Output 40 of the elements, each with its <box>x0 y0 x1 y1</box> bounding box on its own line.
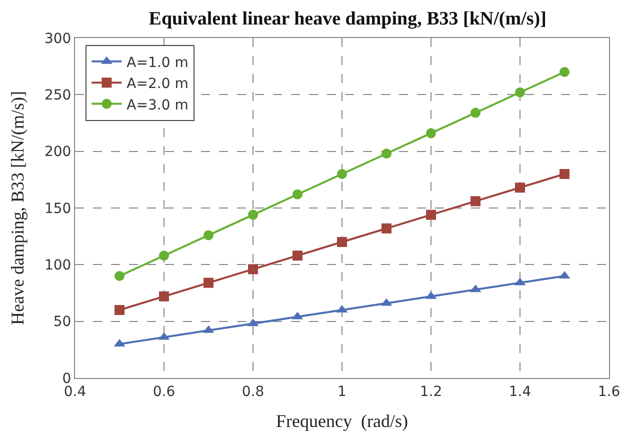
point <box>515 182 525 193</box>
point <box>204 278 214 288</box>
x-tick-label: 0.6 <box>152 384 176 400</box>
y-tick-label: 250 <box>44 88 72 104</box>
y-tick-label: 200 <box>44 144 72 160</box>
y-tick-label: 150 <box>44 200 72 217</box>
point <box>426 128 436 138</box>
point <box>337 169 347 179</box>
y-tick-label: 100 <box>44 258 72 274</box>
point <box>515 87 525 98</box>
x-tick-label: 1 <box>338 384 346 400</box>
point <box>159 250 169 261</box>
point <box>292 250 302 261</box>
point <box>560 67 570 77</box>
x-tick-label: 1.6 <box>598 384 620 400</box>
x-tick-label: 1.2 <box>420 384 442 400</box>
y-axis-title: Heave damping, B33 [kN/(m/s)] <box>8 91 28 325</box>
chart-title: Equivalent linear heave damping, B33 [kN/(m/s)] <box>148 8 546 30</box>
point <box>114 271 124 281</box>
x-tick-label: 0.8 <box>242 384 264 400</box>
point <box>382 148 392 159</box>
point <box>159 291 169 302</box>
legend-label: A=3.0 m <box>126 97 188 114</box>
point <box>114 305 124 315</box>
x-axis-title: Frequency (rad/s) <box>276 410 408 431</box>
point <box>470 196 480 206</box>
legend-label: A=1.0 m <box>126 54 188 71</box>
point <box>470 108 480 118</box>
legend-label: A=2.0 m <box>126 76 188 92</box>
y-tick-label: 50 <box>53 314 72 330</box>
point <box>337 237 347 247</box>
point <box>292 189 302 200</box>
point <box>382 223 392 234</box>
point <box>248 264 258 274</box>
point <box>204 230 214 240</box>
point <box>560 169 570 179</box>
point <box>426 210 436 220</box>
x-tick-label: 1.4 <box>508 384 532 400</box>
point <box>248 210 258 220</box>
y-tick-label: 300 <box>44 30 72 47</box>
